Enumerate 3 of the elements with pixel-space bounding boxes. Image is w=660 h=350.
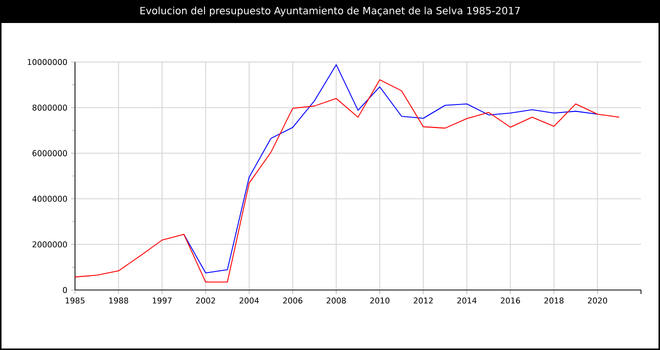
line-series — [74, 79, 620, 282]
chart-title: Evolucion del presupuesto Ayuntamiento de Maçanet de la Selva 1985-2017 — [140, 6, 520, 16]
line-series — [183, 64, 598, 274]
